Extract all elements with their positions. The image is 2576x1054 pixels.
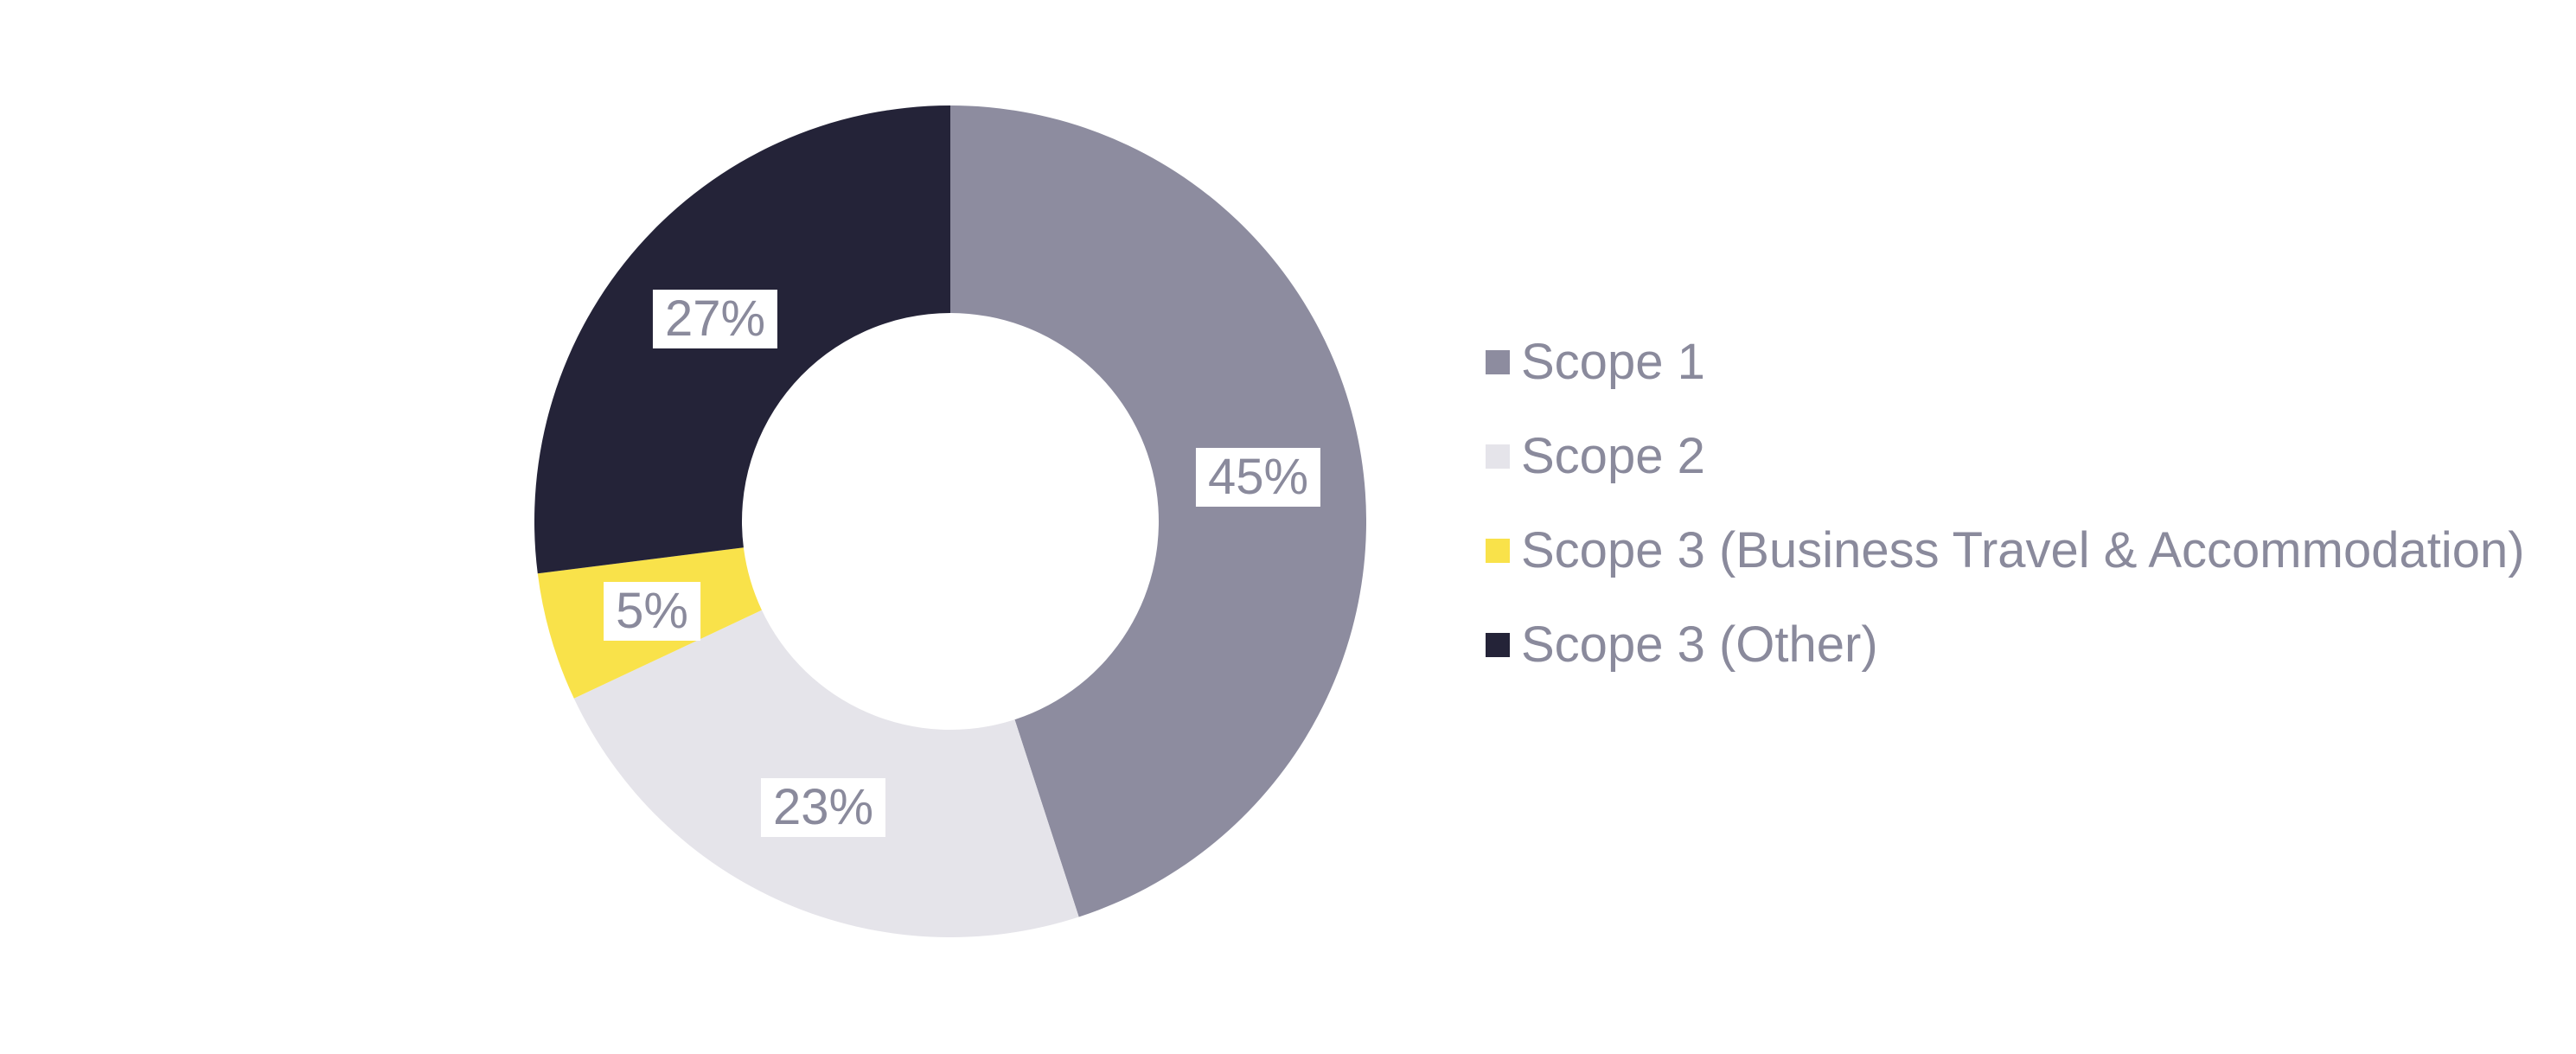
donut-slice-scope-2 xyxy=(573,610,1079,937)
legend-item-scope-3-other: Scope 3 (Other) xyxy=(1486,597,2525,692)
legend-label-scope-2: Scope 2 xyxy=(1521,427,1705,484)
slice-label-scope-1: 45% xyxy=(1195,448,1321,507)
slice-label-scope-3-other: 27% xyxy=(652,290,778,348)
donut-chart xyxy=(534,105,1366,937)
donut-slice-scope-1 xyxy=(950,105,1366,917)
legend-label-scope-3-business-travel: Scope 3 (Business Travel & Accommodation… xyxy=(1521,521,2525,578)
legend-item-scope-3-business-travel: Scope 3 (Business Travel & Accommodation… xyxy=(1486,503,2525,597)
legend-item-scope-1: Scope 1 xyxy=(1486,315,2525,409)
legend-label-scope-3-other: Scope 3 (Other) xyxy=(1521,616,1878,673)
slice-label-scope-3-business-travel: 5% xyxy=(604,582,700,641)
legend-swatch-scope-3-business-travel xyxy=(1486,538,1510,563)
chart-legend: Scope 1 Scope 2 Scope 3 (Business Travel… xyxy=(1486,315,2525,692)
slice-label-scope-2: 23% xyxy=(760,778,886,837)
legend-swatch-scope-3-other xyxy=(1486,632,1510,657)
legend-swatch-scope-2 xyxy=(1486,444,1510,469)
legend-label-scope-1: Scope 1 xyxy=(1521,333,1705,390)
legend-item-scope-2: Scope 2 xyxy=(1486,409,2525,503)
legend-swatch-scope-1 xyxy=(1486,349,1510,374)
